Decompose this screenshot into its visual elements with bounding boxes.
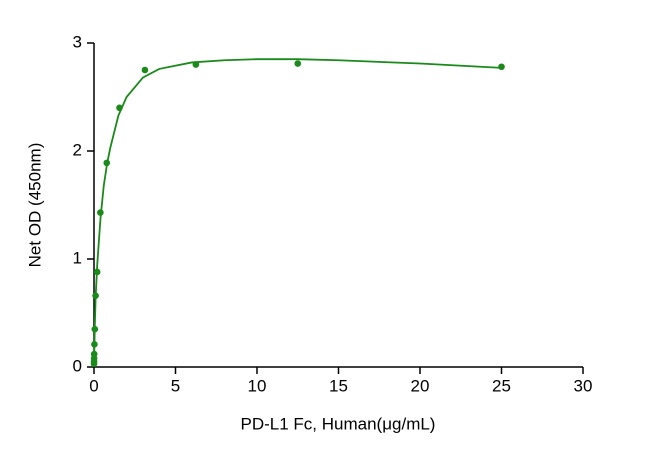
x-tick-label: 10 bbox=[248, 376, 267, 395]
data-point bbox=[93, 268, 101, 276]
x-tick-label: 25 bbox=[492, 376, 511, 395]
data-point bbox=[103, 159, 111, 167]
y-axis-label: Net OD (450nm) bbox=[25, 143, 44, 268]
x-tick-label: 30 bbox=[574, 376, 593, 395]
fit-curve bbox=[93, 58, 502, 368]
data-point bbox=[116, 104, 123, 112]
y-tick-label: 1 bbox=[73, 248, 82, 267]
x-tick-label: 15 bbox=[329, 376, 348, 395]
x-axis-label: PD-L1 Fc, Human(μg/mL) bbox=[241, 414, 436, 433]
data-point bbox=[92, 292, 99, 300]
data-point bbox=[192, 61, 200, 68]
data-point bbox=[141, 66, 149, 74]
y-tick-label: 0 bbox=[73, 356, 82, 375]
y-tick-label: 3 bbox=[73, 32, 82, 51]
x-tick-label: 5 bbox=[171, 376, 180, 395]
data-point bbox=[294, 60, 302, 67]
y-tick-label: 2 bbox=[73, 140, 82, 159]
data-point bbox=[91, 341, 98, 348]
data-point bbox=[97, 209, 104, 216]
data-point bbox=[91, 325, 99, 333]
data-point bbox=[498, 63, 505, 71]
x-tick-label: 0 bbox=[89, 376, 98, 395]
x-tick-label: 20 bbox=[411, 376, 430, 395]
data-point bbox=[90, 360, 98, 368]
